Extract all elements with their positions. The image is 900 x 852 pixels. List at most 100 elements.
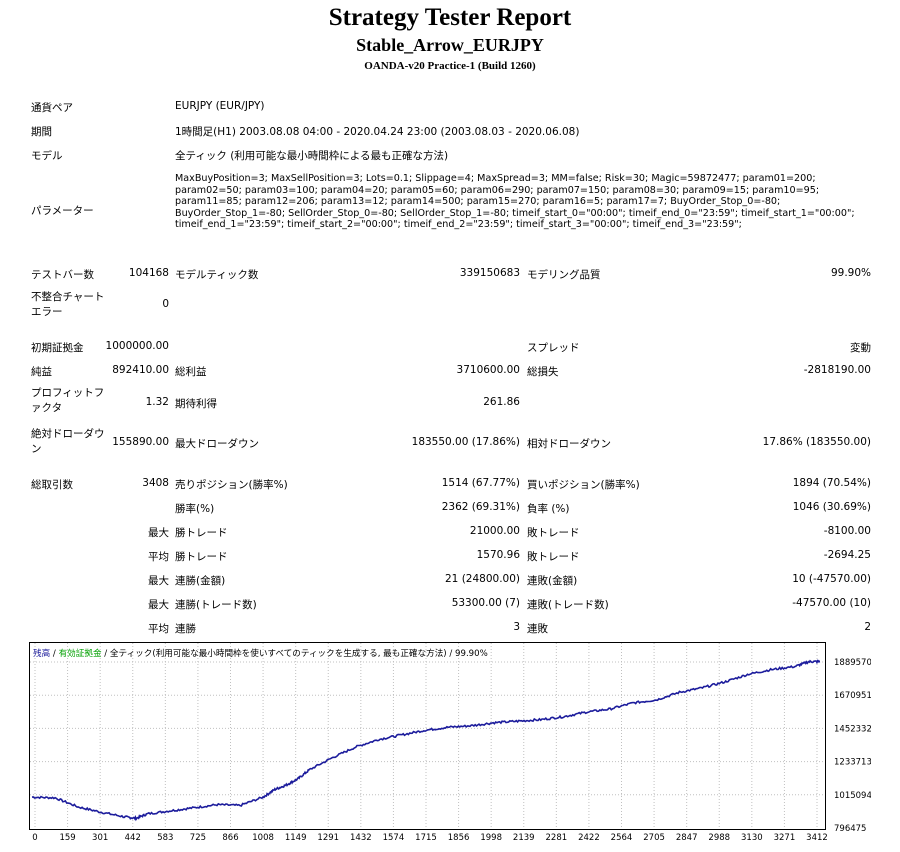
- largest-profit-value: 21000.00: [469, 525, 520, 537]
- max-cons-money-prefix: 最大: [148, 575, 169, 587]
- y-tick-label: 796475: [834, 824, 866, 834]
- x-tick-label: 583: [157, 833, 173, 843]
- avg-cons-losses-value: 2: [864, 621, 871, 633]
- gross-loss-value: -2818190.00: [803, 364, 871, 376]
- largest-loss-label: 敗トレード: [527, 527, 580, 539]
- expected-payoff-label: 期待利得: [175, 398, 217, 410]
- period-label: 期間: [31, 126, 52, 138]
- max-cons-losses-money-label: 連敗(金額): [527, 575, 578, 587]
- long-positions-value: 1894 (70.54%): [792, 477, 871, 489]
- average-loss-label: 敗トレード: [527, 551, 580, 563]
- deposit-label: 初期証拠金: [31, 342, 84, 354]
- chart-legend: 残高 / 有効証拠金 / 全ティック(利用可能な最小時間枠を使いすべてのティック…: [33, 647, 488, 659]
- x-tick-label: 866: [222, 833, 238, 843]
- x-tick-label: 1008: [252, 833, 274, 843]
- y-tick-label: 1015094: [834, 791, 871, 801]
- x-tick-label: 3412: [806, 833, 828, 843]
- quality-label: モデリング品質: [527, 269, 601, 281]
- avg-cons-wins-label: 連勝: [175, 623, 196, 635]
- avg-cons-prefix: 平均: [148, 623, 169, 635]
- parameters-label: パラメーター: [31, 205, 94, 217]
- legend-balance: 残高: [33, 649, 51, 659]
- gross-loss-label: 総損失: [527, 366, 559, 378]
- average-prefix: 平均: [148, 551, 169, 563]
- legend-equity: 有効証拠金: [58, 649, 102, 659]
- average-loss-value: -2694.25: [823, 549, 871, 561]
- profit-factor-value: 1.32: [145, 396, 169, 408]
- x-tick-label: 2564: [611, 833, 633, 843]
- absolute-drawdown-label: 絶対ドローダウン: [31, 428, 105, 455]
- symbol-label: 通貨ペア: [31, 102, 73, 114]
- x-tick-label: 301: [92, 833, 108, 843]
- x-tick-label: 2705: [643, 833, 665, 843]
- balance-chart: 1889570 1670951 1452332 1233713 1015094 79647…: [29, 642, 871, 843]
- spread-label: スプレッド: [527, 342, 580, 354]
- average-profit-label: 勝トレード: [175, 551, 228, 563]
- x-tick-label: 1715: [415, 833, 437, 843]
- profit-trades-label: 勝率(%): [175, 503, 215, 515]
- server-info: OANDA-v20 Practice-1 (Build 1260): [364, 60, 536, 72]
- net-profit-label: 純益: [31, 366, 52, 378]
- model-label: モデル: [31, 150, 63, 162]
- x-tick-label: 0: [32, 833, 37, 843]
- x-tick-label: 1856: [448, 833, 470, 843]
- largest-loss-value: -8100.00: [823, 525, 871, 537]
- x-tick-label: 1998: [480, 833, 502, 843]
- ticks-label: モデルティック数: [175, 269, 259, 281]
- x-tick-label: 2847: [676, 833, 698, 843]
- legend-model: 全ティック(利用可能な最小時間枠を使いすべてのティックを生成する, 最も正確な方…: [109, 649, 488, 659]
- x-tick-label: 725: [190, 833, 206, 843]
- report-title: Strategy Tester Report: [328, 4, 572, 31]
- x-tick-label: 2988: [708, 833, 730, 843]
- maximal-drawdown-label: 最大ドローダウン: [175, 438, 259, 450]
- legend-separator: /: [50, 649, 59, 659]
- y-tick-label: 1452332: [834, 724, 871, 734]
- max-cons-loss-value: -47570.00 (10): [792, 597, 871, 609]
- x-tick-label: 3271: [774, 833, 796, 843]
- relative-drawdown-value: 17.86% (183550.00): [762, 436, 871, 448]
- x-tick-label: 159: [59, 833, 75, 843]
- y-tick-label: 1889570: [834, 658, 871, 668]
- long-positions-label: 買いポジション(勝率%): [527, 479, 640, 491]
- balance-line: [31, 659, 821, 822]
- absolute-drawdown-value: 155890.00: [112, 436, 169, 448]
- mismatch-label: 不整合チャートエラー: [31, 291, 105, 318]
- gross-profit-value: 3710600.00: [456, 364, 520, 376]
- model-value: 全ティック (利用可能な最小時間枠による最も正確な方法): [175, 150, 449, 162]
- bars-label: テストバー数: [31, 269, 94, 281]
- total-trades-label: 総取引数: [31, 479, 73, 491]
- bars-value: 104168: [128, 267, 169, 279]
- max-cons-losses-money-value: 10 (-47570.00): [792, 573, 871, 585]
- legend-separator: /: [101, 649, 110, 659]
- x-tick-label: 1149: [285, 833, 307, 843]
- relative-drawdown-label: 相対ドローダウン: [527, 438, 611, 450]
- max-cons-wins-money-value: 21 (24800.00): [445, 573, 520, 585]
- parameters-value: MaxBuyPosition=3; MaxSellPosition=3; Lot…: [175, 173, 855, 230]
- expected-payoff-value: 261.86: [483, 396, 520, 408]
- x-tick-label: 2281: [546, 833, 568, 843]
- maximal-drawdown-value: 183550.00 (17.86%): [411, 436, 520, 448]
- max-cons-count-prefix: 最大: [148, 599, 169, 611]
- x-tick-label: 1432: [350, 833, 372, 843]
- x-tick-label: 3130: [741, 833, 763, 843]
- symbol-value: EURJPY (EUR/JPY): [175, 100, 265, 112]
- mismatch-value: 0: [162, 298, 169, 310]
- deposit-value: 1000000.00: [105, 340, 169, 352]
- x-tick-label: 1574: [383, 833, 405, 843]
- plot-frame: [29, 642, 826, 830]
- short-positions-value: 1514 (67.77%): [441, 477, 520, 489]
- x-tick-label: 2139: [513, 833, 535, 843]
- profit-factor-label: プロフィットファクタ: [31, 387, 105, 414]
- period-value: 1時間足(H1) 2003.08.08 04:00 - 2020.04.24 2…: [175, 126, 580, 138]
- short-positions-label: 売りポジション(勝率%): [175, 479, 288, 491]
- max-cons-wins-money-label: 連勝(金額): [175, 575, 226, 587]
- profit-trades-value: 2362 (69.31%): [441, 501, 520, 513]
- largest-profit-label: 勝トレード: [175, 527, 228, 539]
- average-profit-value: 1570.96: [476, 549, 520, 561]
- max-cons-loss-label: 連敗(トレード数): [527, 599, 609, 611]
- avg-cons-losses-label: 連敗: [527, 623, 548, 635]
- x-tick-label: 2422: [578, 833, 600, 843]
- net-profit-value: 892410.00: [112, 364, 169, 376]
- avg-cons-wins-value: 3: [513, 621, 520, 633]
- loss-trades-value: 1046 (30.69%): [792, 501, 871, 513]
